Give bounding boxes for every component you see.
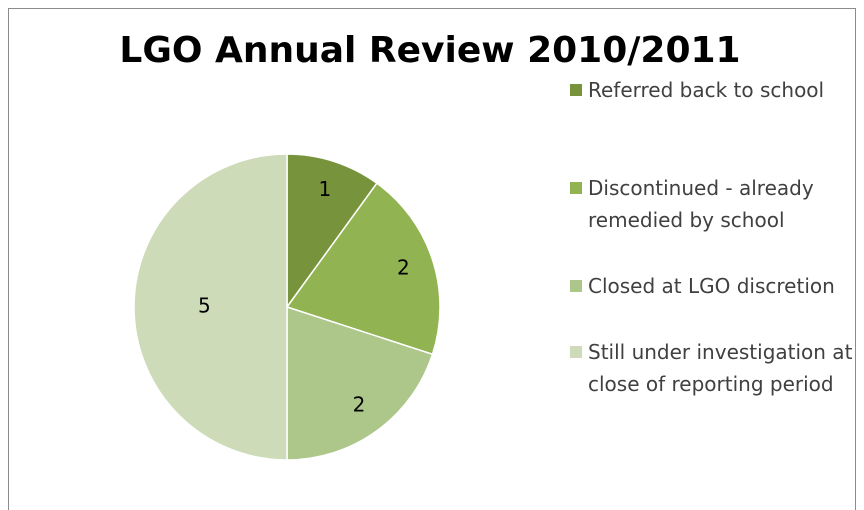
data-label: 2 [353,393,366,417]
pie-slice [133,153,288,461]
legend-key [570,84,582,96]
legend-label: Closed at LGO discretion [588,274,835,298]
legend: Referred back to school Discontinued - al… [570,74,855,400]
chart-border [8,8,856,510]
pie-slice [286,153,378,310]
legend-item: Discontinued - already remedied by schoo… [570,172,855,236]
pie-slice [285,182,441,356]
legend-item: Still under investigation at close of re… [570,336,855,400]
pie-slice [286,305,434,461]
chart-title: LGO Annual Review 2010/2011 [119,30,740,71]
legend-key [570,182,582,194]
legend-key [570,346,582,358]
legend-item: Closed at LGO discretion [570,270,855,302]
legend-label: Referred back to school [588,78,825,102]
legend-label: Still under investigation at close of re… [588,340,853,396]
legend-key [570,280,582,292]
data-label: 5 [198,294,211,318]
data-label: 1 [318,177,331,201]
legend-label: Discontinued - already remedied by schoo… [588,176,814,232]
data-label: 2 [397,256,410,280]
legend-item: Referred back to school [570,74,855,106]
